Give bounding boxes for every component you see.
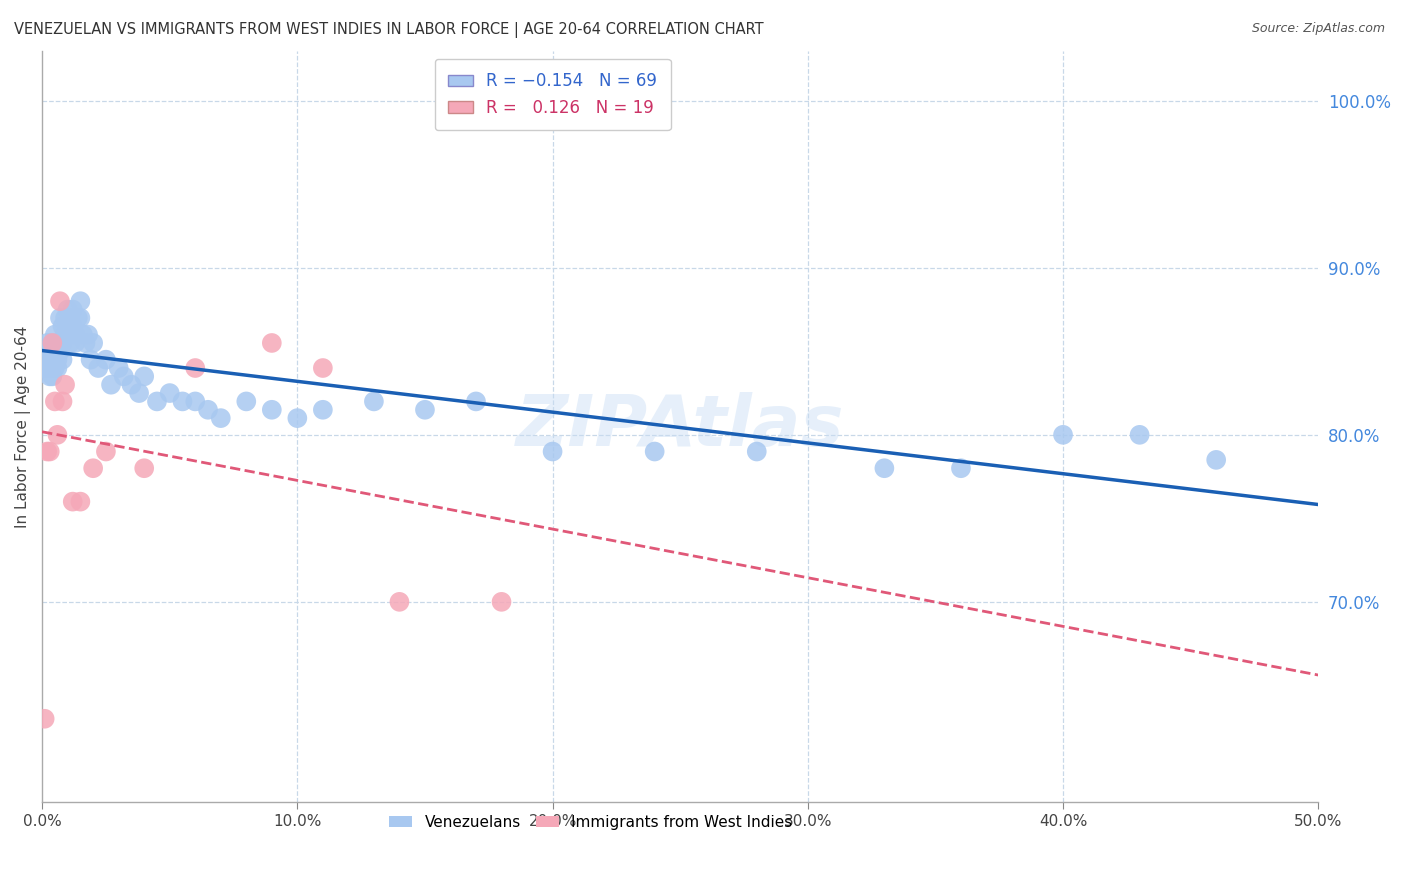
Point: [491, 595, 513, 609]
Point: [34, 712, 56, 726]
Point: [38, 444, 60, 458]
Point: [184, 361, 207, 376]
Point: [37, 444, 59, 458]
Point: [51, 319, 73, 334]
Point: [541, 444, 564, 458]
Point: [75, 335, 97, 350]
Point: [285, 411, 308, 425]
Point: [62, 494, 84, 508]
Point: [77, 327, 100, 342]
Point: [260, 402, 283, 417]
Point: [49, 344, 72, 359]
Point: [949, 461, 972, 475]
Point: [159, 386, 181, 401]
Point: [53, 310, 76, 325]
Point: [37, 352, 59, 367]
Point: [38, 344, 60, 359]
Point: [146, 394, 169, 409]
Point: [69, 310, 91, 325]
Point: [82, 461, 104, 475]
Point: [34, 361, 56, 376]
Point: [363, 394, 385, 409]
Point: [49, 310, 72, 325]
Point: [465, 394, 488, 409]
Point: [100, 377, 122, 392]
Point: [388, 595, 411, 609]
Point: [51, 335, 73, 350]
Point: [49, 335, 72, 350]
Point: [37, 335, 59, 350]
Point: [69, 494, 91, 508]
Point: [184, 394, 207, 409]
Point: [134, 461, 156, 475]
Text: Source: ZipAtlas.com: Source: ZipAtlas.com: [1251, 22, 1385, 36]
Point: [53, 327, 76, 342]
Point: [51, 394, 73, 409]
Point: [66, 310, 89, 325]
Point: [82, 335, 104, 350]
Point: [44, 327, 66, 342]
Point: [49, 294, 72, 309]
Point: [112, 369, 135, 384]
Point: [41, 352, 63, 367]
Point: [53, 377, 76, 392]
Legend: Venezuelans, Immigrants from West Indies: Venezuelans, Immigrants from West Indies: [384, 809, 799, 836]
Point: [873, 461, 896, 475]
Text: ZIPAtlas: ZIPAtlas: [516, 392, 845, 461]
Point: [51, 352, 73, 367]
Point: [46, 352, 69, 367]
Point: [41, 335, 63, 350]
Point: [56, 319, 79, 334]
Point: [46, 427, 69, 442]
Point: [38, 361, 60, 376]
Point: [172, 394, 194, 409]
Point: [38, 369, 60, 384]
Point: [44, 394, 66, 409]
Point: [65, 335, 87, 350]
Point: [72, 327, 94, 342]
Point: [197, 402, 219, 417]
Point: [413, 402, 436, 417]
Point: [94, 352, 117, 367]
Point: [87, 361, 110, 376]
Point: [56, 327, 79, 342]
Point: [1129, 427, 1152, 442]
Point: [79, 352, 101, 367]
Point: [41, 369, 63, 384]
Point: [128, 386, 150, 401]
Point: [209, 411, 232, 425]
Point: [46, 335, 69, 350]
Point: [44, 361, 66, 376]
Point: [312, 361, 335, 376]
Point: [120, 377, 142, 392]
Point: [260, 335, 283, 350]
Point: [94, 444, 117, 458]
Point: [46, 361, 69, 376]
Point: [44, 344, 66, 359]
Y-axis label: In Labor Force | Age 20-64: In Labor Force | Age 20-64: [15, 326, 31, 528]
Point: [1205, 453, 1227, 467]
Point: [107, 361, 129, 376]
Point: [62, 319, 84, 334]
Point: [59, 335, 82, 350]
Point: [745, 444, 768, 458]
Point: [62, 302, 84, 317]
Text: VENEZUELAN VS IMMIGRANTS FROM WEST INDIES IN LABOR FORCE | AGE 20-64 CORRELATION: VENEZUELAN VS IMMIGRANTS FROM WEST INDIE…: [14, 22, 763, 38]
Point: [235, 394, 257, 409]
Point: [134, 369, 156, 384]
Point: [59, 310, 82, 325]
Point: [65, 327, 87, 342]
Point: [69, 294, 91, 309]
Point: [56, 302, 79, 317]
Point: [312, 402, 335, 417]
Point: [644, 444, 666, 458]
Point: [41, 335, 63, 350]
Point: [1052, 427, 1074, 442]
